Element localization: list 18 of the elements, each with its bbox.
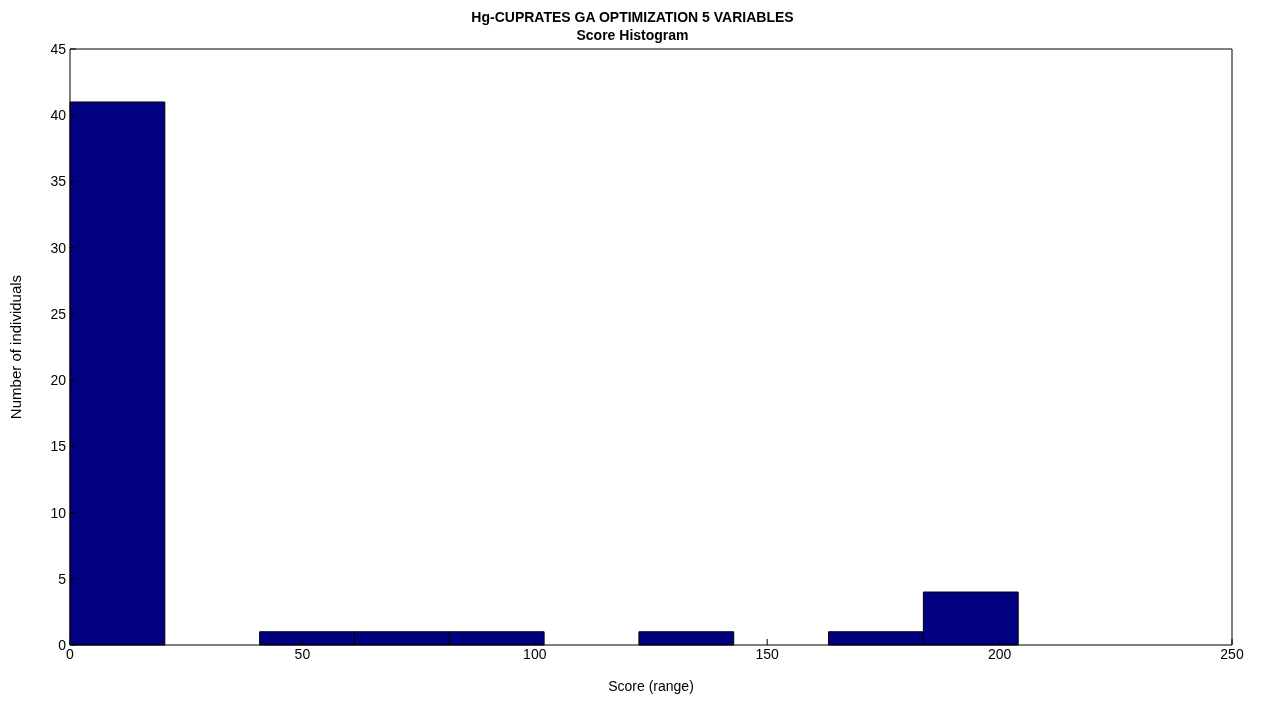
x-tick-label: 100 <box>523 645 547 662</box>
y-axis-title: Number of individuals <box>7 274 25 420</box>
y-tick-label: 40 <box>50 107 67 124</box>
x-tick-label: 150 <box>755 645 780 662</box>
y-tick-label: 30 <box>50 239 67 256</box>
x-tick-label: 50 <box>294 645 311 662</box>
y-tick-label: 25 <box>50 305 67 322</box>
y-tick-label: 10 <box>50 504 67 521</box>
x-tick-label: 250 <box>1220 645 1244 662</box>
y-tick-label: 45 <box>50 40 67 57</box>
y-tick-label: 15 <box>50 438 67 455</box>
chart-title: Hg-CUPRATES GA OPTIMIZATION 5 VARIABLES <box>470 8 795 26</box>
x-tick-label: 200 <box>987 645 1012 662</box>
chart-subtitle: Score Histogram <box>576 27 689 43</box>
y-tick-label: 20 <box>50 372 67 389</box>
y-tick-label: 5 <box>58 570 67 587</box>
x-axis-title: Score (range) <box>608 678 694 694</box>
y-tick-label: 35 <box>50 173 67 190</box>
